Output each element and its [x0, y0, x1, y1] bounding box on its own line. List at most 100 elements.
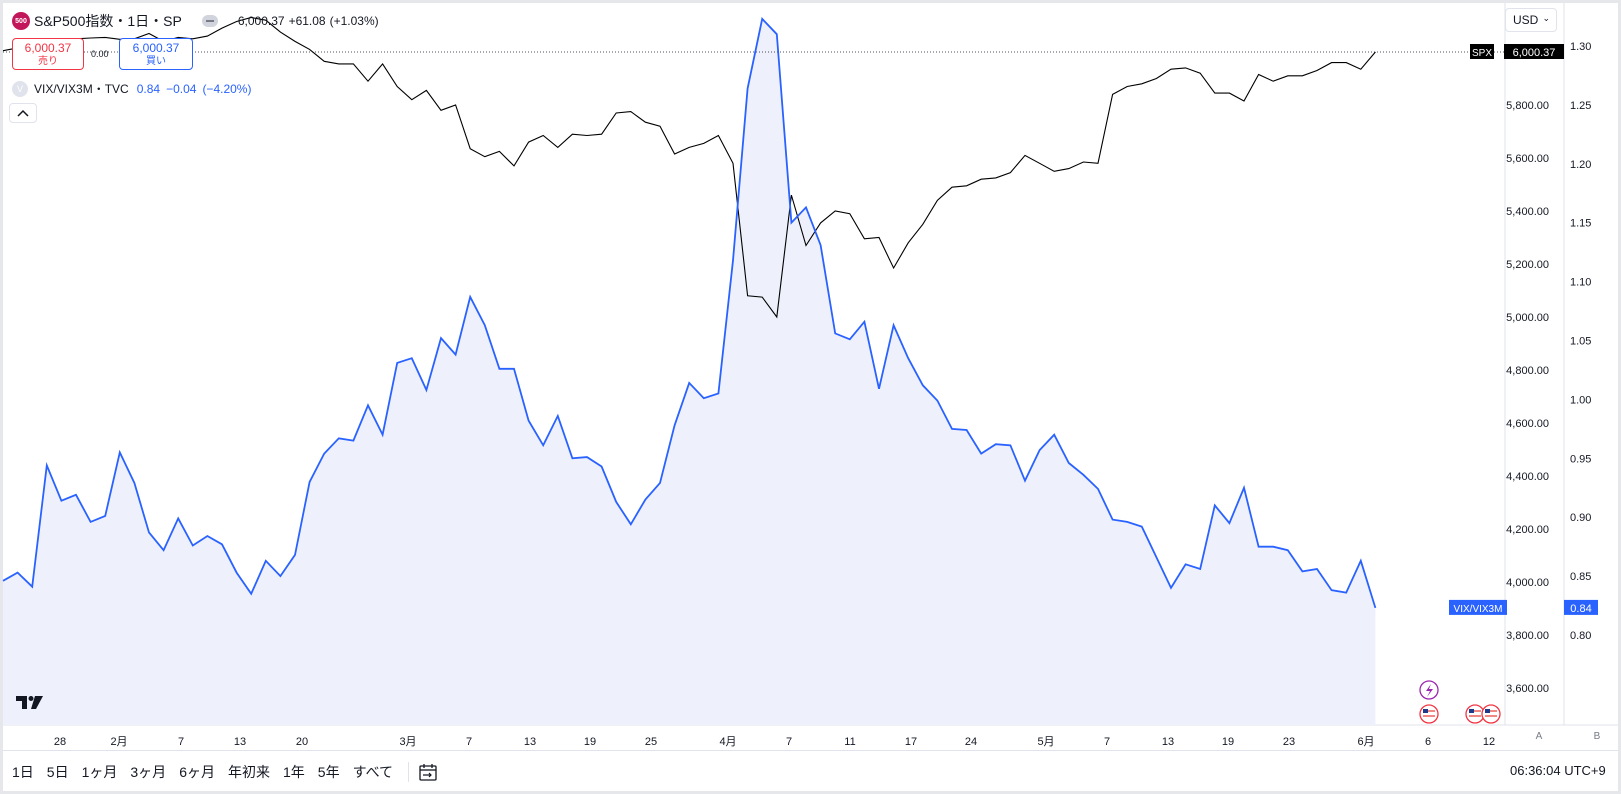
buy-button[interactable]: 6,000.37 買い [119, 38, 193, 70]
spx-series-line[interactable] [2, 16, 1376, 319]
time-axis-label: 3月 [399, 736, 416, 748]
sell-price: 6,000.37 [24, 41, 72, 55]
ratio-scale-tick: 1.30 [1570, 41, 1591, 53]
spread-value: 0.00 [91, 49, 109, 59]
chevron-up-icon [17, 109, 29, 117]
hide-series-button[interactable] [201, 15, 218, 27]
tf-5y[interactable]: 5年 [317, 764, 340, 780]
tf-6m[interactable]: 6ヶ月 [179, 764, 215, 780]
vix-last-value-tag [1564, 599, 1598, 615]
time-axis-label: 12 [1483, 736, 1495, 748]
time-axis-label: 4月 [719, 736, 736, 748]
economic-event-marker[interactable] [1419, 704, 1439, 724]
price-change: +61.08 [288, 14, 326, 28]
spx-scale-tick: 5,400.00 [1506, 206, 1549, 218]
symbol-logo: 500 [12, 12, 30, 30]
spx-scale-tick: 3,800.00 [1506, 630, 1549, 642]
sell-button[interactable]: 6,000.37 売り [12, 38, 84, 70]
time-axis-label: 5月 [1037, 736, 1054, 748]
time-axis-label: 2月 [110, 736, 127, 748]
currency-value: USD [1513, 13, 1539, 27]
time-axis-label: 25 [645, 736, 657, 748]
spx-scale-tick: 3,600.00 [1506, 683, 1549, 695]
last-price: 6,000.37 [237, 14, 285, 28]
time-axis-label: 7 [178, 736, 184, 748]
ratio-scale-tick: 1.25 [1570, 100, 1591, 112]
us-flag-canton [1485, 709, 1490, 713]
main-series-legend[interactable]: 500 S&P500指数・1日・SP 6,000.37 +61.08 (+1.0… [12, 11, 379, 31]
vix-area-fill [3, 18, 1376, 725]
ratio-scale-tick: 1.15 [1570, 218, 1591, 230]
time-axis-label: 19 [584, 736, 596, 748]
time-axis-label: 11 [844, 736, 855, 748]
ratio-scale-tick: 1.00 [1570, 394, 1591, 406]
time-axis-label: 24 [965, 736, 977, 748]
tf-3m[interactable]: 3ヶ月 [130, 764, 167, 780]
time-axis-label: 13 [1162, 736, 1174, 748]
economic-event-marker[interactable] [1481, 704, 1501, 724]
buy-label: 買い [146, 56, 166, 67]
tf-1d[interactable]: 1日 [12, 764, 34, 780]
toolbar-divider [3, 750, 1618, 751]
economic-event-marker[interactable] [1465, 704, 1485, 724]
timeframe-toolbar: 1日 5日 1ヶ月 3ヶ月 6ヶ月 年初来 1年 5年 すべて [10, 760, 439, 784]
indicator-change-pct: (−4.20%) [202, 81, 252, 96]
ratio-scale-tick: 0.80 [1570, 630, 1591, 642]
spx-last-price-tag-text: 6,000.37 [1513, 47, 1556, 59]
time-axis-label: 13 [234, 736, 246, 748]
time-axis-label: 6月 [1357, 736, 1374, 748]
tf-1m[interactable]: 1ヶ月 [81, 764, 118, 780]
indicator-legend[interactable]: V VIX/VIX3M・TVC 0.84 −0.04 (−4.20%) [12, 80, 251, 97]
us-flag-canton [1423, 709, 1428, 713]
tf-ytd[interactable]: 年初来 [227, 764, 270, 780]
indicator-logo-icon: V [12, 80, 28, 97]
spx-scale-tick: 4,200.00 [1506, 524, 1549, 536]
ratio-scale-tick: 0.90 [1570, 512, 1591, 524]
price-change-pct: (+1.03%) [329, 14, 379, 28]
vix-name-tag-text: VIX/VIX3M [1454, 604, 1503, 615]
collapse-legend-button[interactable] [9, 103, 37, 123]
time-axis-label: 17 [905, 736, 917, 748]
spx-scale-tick: 4,800.00 [1506, 365, 1549, 377]
chevron-down-icon: ⌄ [1542, 13, 1550, 23]
spx-scale-tick: 4,400.00 [1506, 471, 1549, 483]
vix-last-value-tag-text: 0.84 [1570, 603, 1591, 615]
time-axis-label: 7 [1104, 736, 1110, 748]
time-axis-label: 6 [1425, 736, 1431, 748]
buy-price: 6,000.37 [132, 41, 180, 55]
ratio-scale-tick: 1.10 [1570, 277, 1591, 289]
indicator-name[interactable]: VIX/VIX3M・TVC [34, 82, 129, 96]
spx-last-price-tag [1504, 44, 1564, 59]
auto-scale-button[interactable]: A [1535, 730, 1543, 742]
scale-b-button[interactable]: B [1593, 730, 1601, 742]
time-axis-label: 23 [1283, 736, 1295, 748]
sell-label: 売り [38, 56, 58, 67]
time-axis-label: 7 [786, 736, 792, 748]
tf-all[interactable]: すべて [352, 764, 394, 780]
indicator-change: −0.04 [166, 81, 197, 96]
spx-scale-tick: 5,200.00 [1506, 259, 1549, 271]
spx-scale-tick: 5,600.00 [1506, 153, 1549, 165]
ratio-scale-tick: 1.05 [1570, 336, 1591, 348]
tf-5d[interactable]: 5日 [46, 764, 69, 780]
spx-name-tag [1470, 44, 1494, 59]
tf-1y[interactable]: 1年 [282, 764, 305, 780]
symbol-title[interactable]: S&P500指数・1日・SP [34, 13, 182, 29]
spx-scale-tick: 4,000.00 [1506, 577, 1549, 589]
tradingview-logo-icon[interactable] [16, 694, 46, 715]
clock-timezone[interactable]: 06:36:04 UTC+9 [1510, 763, 1606, 778]
spx-scale-tick: 5,000.00 [1506, 312, 1549, 324]
ratio-scale-tick: 0.85 [1570, 571, 1591, 583]
ratio-scale-tick: 1.20 [1570, 159, 1591, 171]
currency-select[interactable]: USD ⌄ [1505, 8, 1557, 32]
indicator-value: 0.84 [136, 81, 161, 96]
spx-scale-tick: 4,600.00 [1506, 418, 1549, 430]
lightning-icon [1426, 684, 1433, 697]
dividend-event-marker[interactable] [1419, 680, 1439, 700]
ratio-scale-tick: 0.95 [1570, 453, 1591, 465]
vix-series-line[interactable] [2, 17, 1377, 609]
vix-name-tag [1449, 599, 1507, 615]
calendar-range-icon[interactable] [417, 762, 439, 782]
toolbar-separator [408, 762, 410, 782]
